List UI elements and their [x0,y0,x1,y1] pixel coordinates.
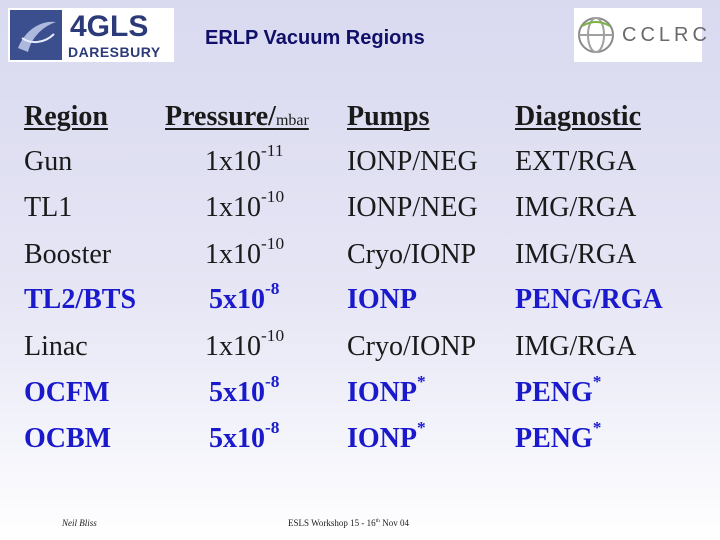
pressure-exp: -10 [261,234,285,253]
pressure-exp: -10 [261,187,285,206]
pressure-base: 1x10 [205,239,261,270]
diagnostic-cell: IMG/RGA [515,192,636,224]
pressure-exp: -8 [265,372,280,391]
header-label: Region [24,101,108,132]
diagnostic-note: * [592,418,602,437]
region-cell: TL1 [24,192,73,223]
pressure-cell: 1x10-10 [205,326,284,366]
pressure-cell: 1x10-10 [205,187,284,227]
footer-text: ESLS Workshop 15 - 16 [288,518,376,528]
pressure-cell: 1x10-11 [205,141,284,181]
pumps-cell: Cryo/IONP [347,331,476,363]
diagnostic-text: IMG/RGA [515,331,637,362]
diagnostic-text: EXT/RGA [515,146,637,177]
diagnostic-cell: PENG/RGA [515,284,663,316]
region-cell: Linac [24,331,88,362]
diagnostic-text: PENG [515,377,593,408]
region-cell: Booster [24,239,112,270]
pressure-cell: 5x10-8 [209,372,279,412]
diagnostic-note: * [592,372,602,391]
pressure-exp: -10 [261,326,285,345]
pumps-text: IONP/NEG [347,192,478,223]
diagnostic-text: PENG/RGA [515,284,663,315]
footer-event: ESLS Workshop 15 - 16th Nov 04 [288,518,409,528]
region-cell: TL2/BTS [24,284,137,315]
footer-author: Neil Bliss [62,518,97,528]
pumps-cell: Cryo/IONP [347,239,476,271]
diagnostic-cell: PENG* [515,418,601,458]
pressure-base: 5x10 [209,423,265,454]
pressure-base: 5x10 [209,284,265,315]
slide-title: ERLP Vacuum Regions [205,27,425,49]
pressure-exp: -8 [265,418,280,437]
pressure-base: 1x10 [205,192,261,223]
logo-text: 4GLS [70,10,149,43]
pumps-cell: IONP* [347,372,426,412]
diagnostic-cell: EXT/RGA [515,146,636,178]
logo-subtext: DARESBURY [68,44,161,60]
pumps-text: IONP [347,377,417,408]
diagnostic-cell: PENG* [515,372,601,412]
logo-swirl [10,10,62,60]
logo-cclrc: CCLRC [574,8,707,62]
diagnostic-cell: IMG/RGA [515,239,636,271]
column-header: Pumps [347,101,429,133]
footer-sup: th [375,518,380,524]
header-label: Pressure/ [165,101,276,132]
diagnostic-text: IMG/RGA [515,239,637,270]
pumps-text: Cryo/IONP [347,239,477,270]
pumps-text: Cryo/IONP [347,331,477,362]
pressure-base: 5x10 [209,377,265,408]
pumps-note: * [417,418,426,437]
pumps-cell: IONP/NEG [347,146,478,178]
header-unit: mbar [275,112,309,129]
region-cell: OCBM [24,423,112,454]
pumps-text: IONP [347,284,417,315]
logo-text: CCLRC [622,24,711,46]
diagnostic-text: PENG [515,423,593,454]
pressure-exp: -8 [265,279,280,298]
pumps-cell: IONP [347,284,417,316]
pressure-cell: 5x10-8 [209,279,279,319]
pumps-note: * [417,372,426,391]
header-label: Diagnostic [515,101,641,132]
logo-4gls: 4GLS DARESBURY [8,8,174,62]
region-cell: OCFM [24,377,110,408]
diagnostic-text: IMG/RGA [515,192,637,223]
pumps-cell: IONP* [347,418,426,458]
column-header: Region [24,101,108,133]
pumps-text: IONP [347,423,417,454]
footer-text: Nov 04 [379,518,409,528]
pressure-cell: 1x10-10 [205,234,284,274]
pressure-base: 1x10 [205,331,261,362]
diagnostic-cell: IMG/RGA [515,331,636,363]
logo-globe [578,17,614,53]
pumps-cell: IONP/NEG [347,192,478,224]
header-label: Pumps [347,101,430,132]
column-header: Diagnostic [515,101,641,133]
region-cell: Gun [24,146,73,177]
pumps-text: IONP/NEG [347,146,478,177]
pressure-base: 1x10 [205,146,261,177]
pressure-cell: 5x10-8 [209,418,279,458]
pressure-exp: -11 [261,141,284,160]
column-header: Pressure/mbar [165,101,309,137]
